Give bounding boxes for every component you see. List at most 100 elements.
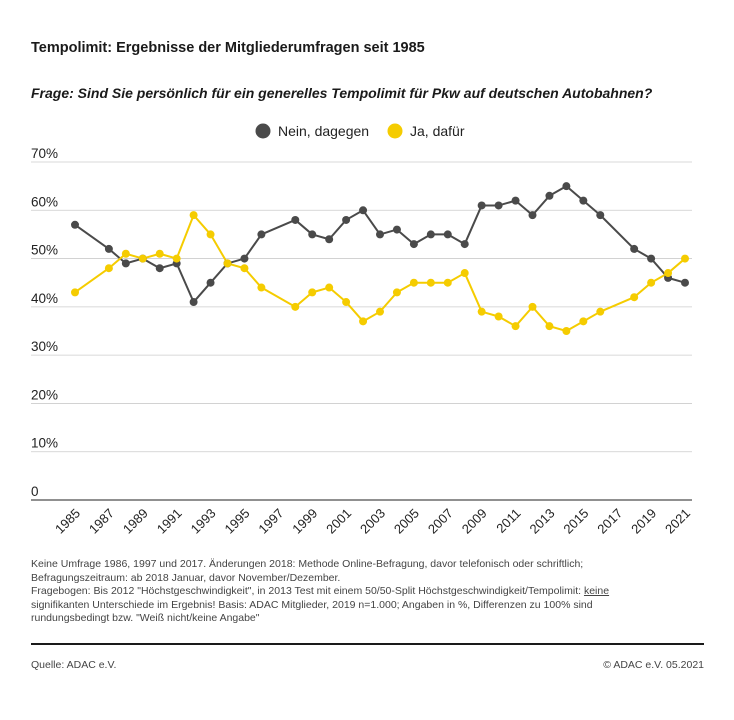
data-point-nein bbox=[359, 206, 368, 215]
data-point-nein bbox=[189, 298, 198, 307]
data-point-ja bbox=[206, 230, 215, 239]
data-point-ja bbox=[257, 283, 266, 292]
data-point-ja bbox=[71, 288, 79, 297]
x-tick-label: 2013 bbox=[527, 506, 558, 537]
data-point-nein bbox=[426, 230, 435, 239]
legend-marker-ja bbox=[387, 123, 403, 139]
series-line-ja bbox=[74, 214, 686, 332]
data-point-nein bbox=[494, 201, 503, 210]
x-tick-label: 1993 bbox=[188, 506, 219, 537]
y-axis-ticks: 0 10% 20% 30% 40% 50% 60% 70% bbox=[31, 146, 58, 499]
x-tick-label: 2021 bbox=[662, 506, 693, 537]
y-tick-label: 50% bbox=[31, 243, 58, 258]
data-point-ja bbox=[562, 327, 571, 335]
x-tick-label: 1989 bbox=[120, 506, 151, 537]
data-point-ja bbox=[342, 298, 351, 307]
x-tick-label: 2015 bbox=[560, 506, 591, 537]
data-point-nein bbox=[460, 240, 469, 249]
footnote-line: Befragungszeitraum: ab 2018 Januar, davo… bbox=[31, 571, 341, 584]
data-point-nein bbox=[528, 211, 537, 220]
data-point-nein bbox=[647, 254, 656, 263]
x-tick-label: 2003 bbox=[357, 506, 388, 537]
data-point-nein bbox=[579, 196, 588, 205]
data-point-nein bbox=[545, 191, 554, 200]
x-axis-ticks: 1985 1987 1989 1991 1993 1995 1997 1999 2001 2003… bbox=[52, 506, 693, 537]
series-points bbox=[71, 182, 689, 335]
data-point-nein bbox=[681, 278, 689, 287]
data-point-ja bbox=[596, 307, 605, 316]
x-tick-label: 1999 bbox=[289, 506, 320, 537]
data-point-nein bbox=[308, 230, 317, 239]
data-point-ja bbox=[359, 317, 368, 326]
data-point-ja bbox=[460, 269, 469, 278]
data-point-nein bbox=[104, 244, 113, 253]
x-tick-label: 1987 bbox=[86, 506, 117, 537]
y-tick-label: 40% bbox=[31, 291, 58, 306]
x-tick-label: 2011 bbox=[493, 506, 523, 536]
data-point-ja bbox=[308, 288, 317, 297]
data-point-ja bbox=[630, 293, 639, 302]
data-point-ja bbox=[664, 269, 673, 278]
data-point-nein bbox=[71, 220, 79, 229]
legend-marker-nein bbox=[255, 123, 271, 139]
data-point-nein bbox=[630, 244, 639, 253]
data-point-ja bbox=[189, 211, 198, 220]
data-point-ja bbox=[121, 249, 130, 258]
data-point-nein bbox=[443, 230, 452, 239]
y-tick-label: 30% bbox=[31, 339, 58, 354]
data-point-ja bbox=[494, 312, 503, 321]
data-point-ja bbox=[528, 302, 537, 311]
series-lines bbox=[74, 185, 686, 332]
data-point-nein bbox=[325, 235, 334, 244]
data-point-nein bbox=[155, 264, 164, 273]
source-label: Quelle: ADAC e.V. bbox=[31, 659, 117, 671]
chart-title: Tempolimit: Ergebnisse der Mitgliederumf… bbox=[31, 40, 425, 56]
y-tick-label: 10% bbox=[31, 436, 58, 451]
data-point-nein bbox=[240, 254, 249, 263]
footnotes: Keine Umfrage 1986, 1997 und 2017. Änder… bbox=[31, 558, 681, 626]
x-tick-label: 2001 bbox=[323, 506, 354, 537]
x-tick-label: 2009 bbox=[459, 506, 490, 537]
legend-label-ja: Ja, dafür bbox=[410, 123, 465, 139]
data-point-nein bbox=[206, 278, 215, 287]
data-point-ja bbox=[325, 283, 334, 292]
legend-label-nein: Nein, dagegen bbox=[278, 123, 369, 139]
data-point-nein bbox=[342, 215, 351, 224]
data-point-ja bbox=[511, 322, 520, 331]
x-tick-label: 1985 bbox=[52, 506, 83, 537]
y-tick-label: 70% bbox=[31, 146, 58, 161]
data-point-ja bbox=[155, 249, 164, 258]
x-tick-label: 1991 bbox=[154, 506, 185, 537]
data-point-ja bbox=[443, 278, 452, 287]
x-tick-label: 2019 bbox=[628, 506, 659, 537]
survey-question: Frage: Sind Sie persönlich für ein gener… bbox=[31, 85, 653, 101]
footnote-line: signifikanten Unterschiede im Ergebnis! … bbox=[31, 598, 593, 611]
x-tick-label: 1995 bbox=[222, 506, 253, 537]
data-point-ja bbox=[104, 264, 113, 273]
x-tick-label: 2017 bbox=[594, 506, 625, 537]
y-tick-label: 0 bbox=[31, 484, 39, 499]
data-point-ja bbox=[138, 254, 147, 263]
copyright-label: © ADAC e.V. 05.2021 bbox=[603, 659, 704, 671]
data-point-ja bbox=[545, 322, 554, 331]
line-chart: Nein, dagegen Ja, dafür 0 10% 20% 30% 40% 50% 6… bbox=[31, 123, 693, 537]
data-point-nein bbox=[392, 225, 401, 234]
data-point-nein bbox=[376, 230, 384, 239]
footnote-text: Fragebogen: Bis 2012 "Höchstgeschwindigk… bbox=[31, 585, 584, 597]
y-tick-label: 20% bbox=[31, 387, 58, 402]
data-point-ja bbox=[392, 288, 401, 297]
data-point-nein bbox=[511, 196, 520, 205]
data-point-nein bbox=[596, 211, 605, 220]
data-point-nein bbox=[409, 240, 418, 249]
footnote-line: rundungsbedingt bzw. "Weiß nicht/keine A… bbox=[31, 612, 260, 624]
data-point-ja bbox=[172, 254, 181, 263]
footnote-line: Fragebogen: Bis 2012 "Höchstgeschwindigk… bbox=[31, 585, 681, 599]
data-point-ja bbox=[647, 278, 656, 287]
data-point-ja bbox=[291, 302, 300, 311]
footnote-line: Keine Umfrage 1986, 1997 und 2017. Änder… bbox=[31, 558, 584, 570]
footnote-underlined: keine bbox=[583, 585, 610, 597]
data-point-ja bbox=[409, 278, 418, 287]
y-tick-label: 60% bbox=[31, 194, 58, 209]
data-point-nein bbox=[121, 259, 130, 268]
data-point-ja bbox=[376, 307, 384, 316]
